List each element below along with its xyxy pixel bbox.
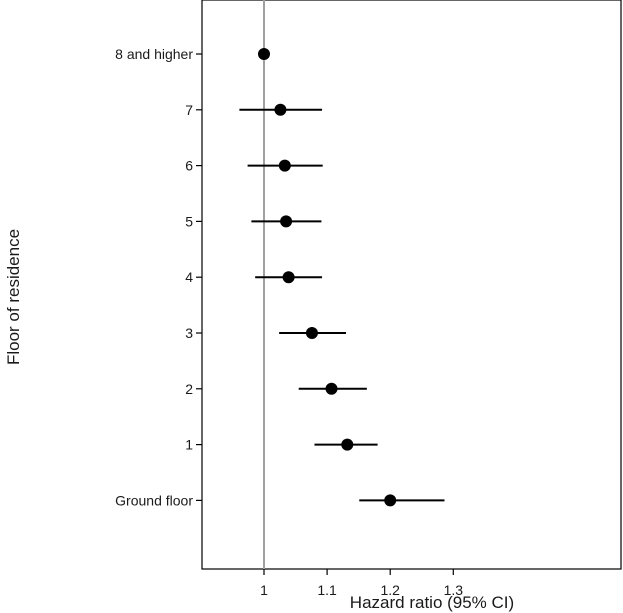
point-estimate xyxy=(305,327,318,339)
y-tick-label: 2 xyxy=(185,381,193,397)
y-axis-ticks: 8 and higher 7 6 5 4 3 2 1 Ground floor xyxy=(115,46,202,508)
y-tick-label: Ground floor xyxy=(115,492,193,508)
x-tick-label: 1.3 xyxy=(444,582,464,598)
x-tick-label: 1 xyxy=(260,582,268,598)
point-estimate xyxy=(274,103,287,116)
point-estimate xyxy=(384,494,397,507)
point-estimates xyxy=(258,48,397,507)
confidence-intervals xyxy=(239,108,445,502)
y-tick-label: 8 and higher xyxy=(115,46,193,62)
x-axis-ticks: 1 1.1 1.2 1.3 xyxy=(260,569,463,598)
y-tick-label: 4 xyxy=(185,269,193,285)
y-tick-label: 6 xyxy=(185,158,193,174)
y-tick-label: 3 xyxy=(185,325,193,341)
point-estimate xyxy=(282,271,295,284)
x-axis-title: Hazard ratio (95% CI) xyxy=(350,593,514,612)
y-tick-label: 5 xyxy=(185,213,193,229)
point-estimate xyxy=(325,382,338,395)
y-tick-label: 7 xyxy=(185,102,193,118)
point-estimate xyxy=(280,215,293,228)
x-tick-label: 1.1 xyxy=(317,582,337,598)
point-estimate xyxy=(341,438,354,451)
plot-frame xyxy=(201,0,622,570)
x-tick-label: 1.2 xyxy=(380,582,400,598)
y-axis-title: Floor of residence xyxy=(4,229,23,365)
y-tick-label: 1 xyxy=(185,437,193,453)
point-estimate xyxy=(278,159,291,172)
point-estimate xyxy=(258,48,270,60)
